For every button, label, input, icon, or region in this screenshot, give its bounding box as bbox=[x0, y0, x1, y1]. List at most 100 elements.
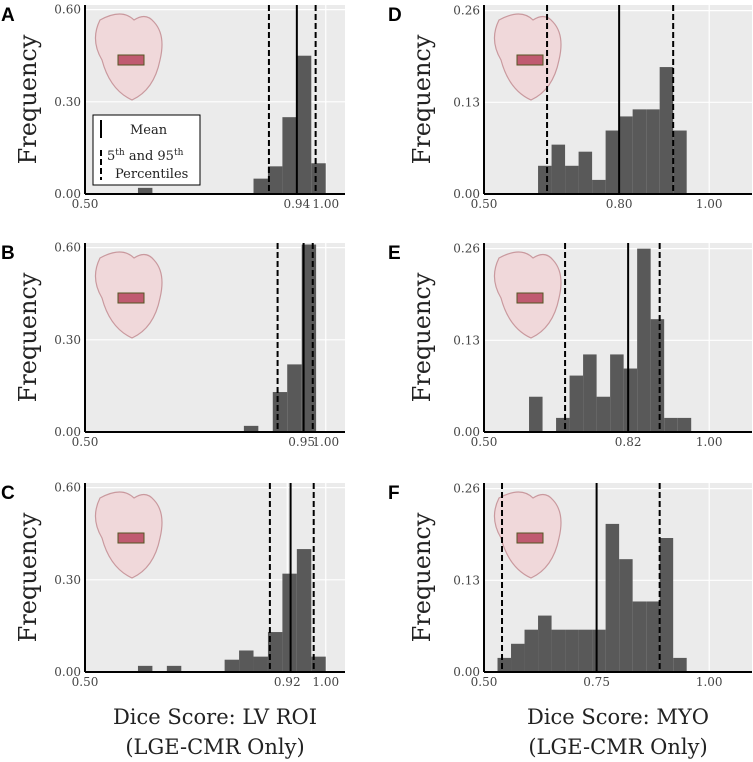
bar bbox=[569, 375, 584, 432]
bar bbox=[565, 629, 579, 672]
bar bbox=[529, 396, 543, 432]
bar bbox=[551, 629, 566, 672]
bar bbox=[619, 116, 633, 194]
bar bbox=[311, 656, 326, 672]
y-tick-label: 0.00 bbox=[453, 665, 480, 679]
x-tick-label: 0.50 bbox=[471, 435, 498, 449]
y-tick-label: 0.00 bbox=[54, 187, 81, 201]
bar bbox=[592, 629, 606, 672]
bar bbox=[296, 549, 312, 672]
panel-label: A bbox=[1, 5, 15, 26]
y-tick-label: 0.13 bbox=[453, 573, 480, 587]
legend-text-part: th bbox=[174, 148, 184, 158]
bar bbox=[605, 130, 620, 194]
x-axis-label: (LGE-CMR Only) bbox=[125, 735, 304, 759]
x-tick-label: 0.50 bbox=[72, 435, 99, 449]
y-tick-label: 0.26 bbox=[453, 4, 480, 18]
bar bbox=[267, 632, 283, 672]
x-axis-label: Dice Score: MYO bbox=[527, 705, 709, 729]
bar bbox=[243, 425, 259, 432]
bar bbox=[583, 354, 597, 432]
panel: 0.50 0.82 1.00 0.00 0.13 0.26 E Frequency bbox=[388, 242, 752, 449]
x-tick-label: 0.50 bbox=[471, 675, 498, 689]
bar bbox=[596, 396, 611, 432]
bar bbox=[538, 615, 552, 672]
bar bbox=[524, 629, 539, 672]
y-tick-label: 0.60 bbox=[54, 3, 81, 17]
panel: 0.50 0.80 1.00 0.00 0.13 0.26 D Frequency bbox=[388, 4, 752, 211]
x-tick-label: 0.50 bbox=[471, 197, 498, 211]
bar bbox=[497, 657, 512, 672]
heart-icon bbox=[117, 292, 145, 304]
x-tick-label: 0.94 bbox=[283, 197, 310, 211]
legend-text: 5th and 95th bbox=[107, 148, 184, 164]
y-axis-label: Frequency bbox=[408, 272, 436, 402]
y-axis-label: Frequency bbox=[14, 272, 42, 402]
x-tick-label: 1.00 bbox=[696, 197, 723, 211]
x-tick-label: 1.00 bbox=[312, 197, 339, 211]
bar bbox=[287, 364, 302, 432]
bar bbox=[137, 665, 153, 672]
y-tick-label: 0.00 bbox=[54, 665, 81, 679]
heart-icon bbox=[117, 54, 145, 66]
heart-icon bbox=[117, 532, 145, 544]
bar bbox=[224, 659, 240, 672]
heart-icon bbox=[516, 54, 544, 66]
bar bbox=[632, 601, 647, 672]
x-tick-label: 0.50 bbox=[72, 197, 99, 211]
bar bbox=[166, 665, 182, 672]
heart-icon bbox=[516, 532, 544, 544]
bar bbox=[605, 523, 620, 672]
y-tick-label: 0.30 bbox=[54, 333, 81, 347]
panel-label: E bbox=[388, 243, 401, 264]
bar bbox=[623, 368, 638, 432]
x-tick-label: 1.00 bbox=[696, 675, 723, 689]
y-tick-label: 0.26 bbox=[453, 242, 480, 256]
bar bbox=[239, 650, 254, 672]
y-tick-label: 0.00 bbox=[453, 425, 480, 439]
bar bbox=[673, 657, 687, 672]
legend-text: Mean bbox=[130, 123, 168, 138]
x-tick-label: 1.00 bbox=[696, 435, 723, 449]
bar bbox=[311, 163, 326, 194]
bar bbox=[551, 144, 566, 194]
bar bbox=[610, 354, 624, 432]
bar bbox=[538, 165, 552, 194]
y-tick-label: 0.13 bbox=[453, 333, 480, 347]
x-tick-label: 0.82 bbox=[615, 435, 642, 449]
bar bbox=[578, 151, 593, 194]
bar bbox=[659, 538, 674, 672]
x-tick-label: 0.75 bbox=[583, 675, 610, 689]
panel-label: F bbox=[388, 483, 400, 504]
y-tick-label: 0.26 bbox=[453, 482, 480, 496]
x-tick-label: 0.50 bbox=[72, 675, 99, 689]
panel-label: B bbox=[1, 243, 15, 264]
y-tick-label: 0.30 bbox=[54, 95, 81, 109]
bar bbox=[619, 559, 633, 672]
panel-label: C bbox=[1, 483, 15, 504]
bar bbox=[272, 392, 288, 432]
panel: 0.50 0.92 1.00 0.00 0.30 0.60 C Frequency Dice S… bbox=[1, 481, 345, 759]
y-tick-label: 0.00 bbox=[54, 425, 81, 439]
x-tick-label: 1.00 bbox=[312, 435, 339, 449]
panel: 0.50 0.94 1.00 0.00 0.30 0.60 A Frequency Mean 5t… bbox=[1, 3, 345, 211]
heart-icon bbox=[516, 292, 544, 304]
y-tick-label: 0.00 bbox=[453, 187, 480, 201]
bar bbox=[677, 417, 692, 432]
panel-label: D bbox=[388, 5, 402, 26]
y-axis-label: Frequency bbox=[14, 34, 42, 164]
bar bbox=[137, 187, 153, 194]
legend-text: Percentiles bbox=[115, 167, 188, 182]
bar bbox=[296, 55, 312, 194]
panel: 0.50 0.951.00 0.00 0.30 0.60 B Frequency bbox=[1, 241, 345, 449]
bar bbox=[632, 109, 647, 194]
bar bbox=[646, 109, 660, 194]
x-tick-label: 0.95 bbox=[288, 435, 315, 449]
y-axis-label: Frequency bbox=[408, 512, 436, 642]
y-tick-label: 0.60 bbox=[54, 481, 81, 495]
y-axis-label: Frequency bbox=[408, 34, 436, 164]
bar bbox=[565, 165, 579, 194]
bar bbox=[673, 130, 687, 194]
x-tick-label: 0.92 bbox=[274, 675, 301, 689]
